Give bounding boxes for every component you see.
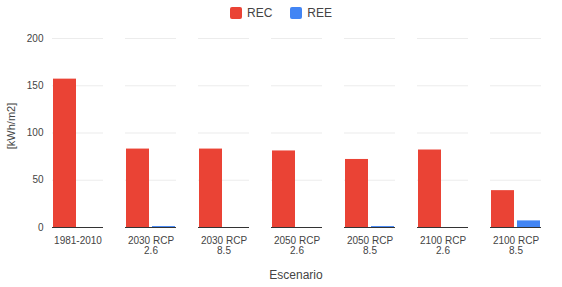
svg-text:50: 50 (32, 174, 44, 185)
html-text:[kWh/m2]: [kWh/m2] (5, 102, 17, 150)
svg-text:150: 150 (27, 80, 44, 91)
svg-text:2050 RCP8.5: 2050 RCP8.5 (347, 235, 393, 256)
svg-text:200: 200 (27, 33, 44, 44)
svg-text:0: 0 (38, 222, 44, 233)
svg-text:2030 RCP8.5: 2030 RCP8.5 (201, 235, 247, 256)
html-text:REC: REC (247, 6, 273, 20)
html-text:Escenario: Escenario (269, 268, 323, 282)
html-text:REE: REE (307, 6, 332, 20)
svg-text:2050 RCP2.6: 2050 RCP2.6 (274, 235, 320, 256)
svg-text:2030 RCP2.6: 2030 RCP2.6 (128, 235, 174, 256)
svg-text:2100 RCP2.6: 2100 RCP2.6 (420, 235, 466, 256)
svg-text:1981-2010: 1981-2010 (54, 235, 102, 246)
svg-text:2100 RCP8.5: 2100 RCP8.5 (493, 235, 539, 256)
svg-text:100: 100 (27, 127, 44, 138)
